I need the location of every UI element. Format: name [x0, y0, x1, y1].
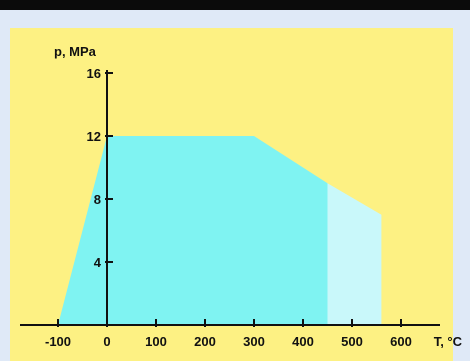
x-tick-label: 400	[292, 334, 314, 349]
y-tick-label: 8	[94, 192, 101, 207]
x-tick-label: 200	[194, 334, 216, 349]
axes-group	[20, 70, 440, 326]
x-ticks-group: -100 0 100 200 300 400 500 600	[45, 319, 412, 349]
x-tick-label: -100	[45, 334, 71, 349]
area-region-2	[327, 183, 382, 325]
x-tick-label: 500	[341, 334, 363, 349]
x-axis-title: T, °C	[434, 334, 463, 349]
area-region-1	[58, 136, 328, 325]
x-tick-label: 600	[390, 334, 412, 349]
y-axis-title: p, MPa	[54, 44, 97, 59]
area-series-group	[58, 136, 382, 325]
y-tick-label: 16	[87, 66, 101, 81]
y-tick-label: 12	[87, 129, 101, 144]
x-tick-label: 0	[103, 334, 110, 349]
y-tick-label: 4	[94, 255, 102, 270]
x-tick-label: 300	[243, 334, 265, 349]
top-frame-bar	[0, 0, 470, 10]
x-tick-label: 100	[145, 334, 167, 349]
y-ticks-group: 4 8 12 16	[87, 66, 113, 270]
